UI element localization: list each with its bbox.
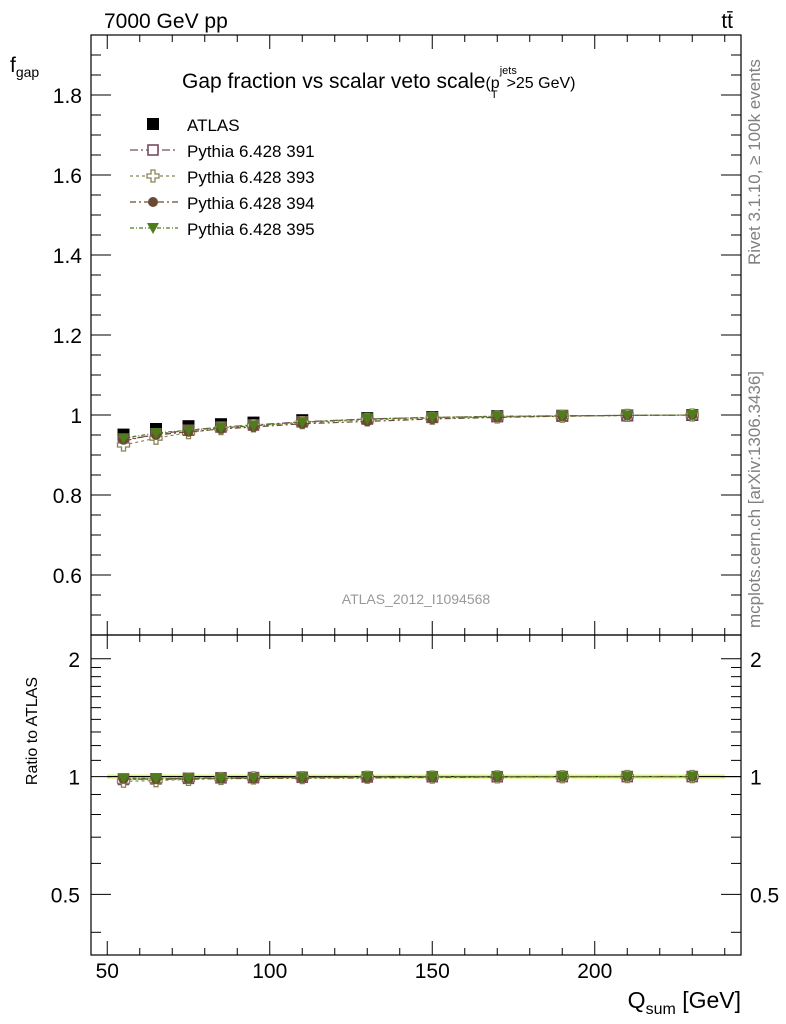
legend: ATLAS Pythia 6.428 391 Pythia 6.428 393 Pyt… bbox=[130, 116, 315, 239]
series-ratio-line bbox=[123, 775, 693, 780]
mc-series bbox=[116, 408, 699, 788]
series-ratio-line bbox=[123, 775, 693, 782]
series-ratio-point bbox=[426, 771, 439, 783]
series-ratio-point bbox=[247, 772, 260, 784]
series-point bbox=[556, 410, 569, 422]
main-ticks bbox=[91, 35, 741, 635]
x-tick-label: 100 bbox=[252, 960, 287, 983]
x-tick-label: 200 bbox=[577, 960, 612, 983]
y-tick-label: 1.6 bbox=[53, 165, 82, 188]
x-tick-label: 150 bbox=[415, 960, 450, 983]
series-line bbox=[123, 414, 693, 441]
y-tick-labels-ratio: 0.5 0.5 1 1 2 2 bbox=[51, 649, 779, 908]
series-point bbox=[686, 410, 699, 421]
y-tick-label-ratio-right: 0.5 bbox=[750, 884, 779, 907]
legend-marker bbox=[148, 197, 158, 207]
y-tick-label: 0.6 bbox=[53, 565, 82, 588]
series-ratio-point bbox=[621, 771, 634, 783]
ratio-panel-frame bbox=[90, 634, 742, 956]
legend-label: Pythia 6.428 394 bbox=[187, 194, 315, 213]
y-tick-label-ratio: 2 bbox=[68, 649, 80, 672]
header-right: tt̄ bbox=[721, 10, 733, 33]
series-point bbox=[215, 422, 227, 434]
analysis-id: ATLAS_2012_I1094568 bbox=[342, 591, 491, 607]
legend-label: Pythia 6.428 391 bbox=[187, 142, 315, 161]
y-tick-label: 1.2 bbox=[53, 325, 82, 348]
y-tick-label-ratio: 0.5 bbox=[51, 884, 80, 907]
y-tick-label: 1.4 bbox=[53, 245, 83, 268]
series-ratio-point bbox=[686, 771, 699, 783]
y-axis-title-ratio: Ratio to ATLAS bbox=[24, 677, 41, 785]
series-ratio-point bbox=[361, 771, 374, 783]
rivet-label: Rivet 3.1.10, ≥ 100k events bbox=[745, 59, 764, 265]
mcplots-label: mcplots.cern.ch [arXiv:1306.3436] bbox=[745, 371, 764, 628]
series-point bbox=[361, 414, 374, 425]
series-point bbox=[117, 433, 130, 445]
series-ratio-point bbox=[491, 771, 504, 783]
legend-label: Pythia 6.428 395 bbox=[187, 220, 315, 239]
y-tick-labels-main: 0.6 0.8 1 1.2 1.4 1.6 1.8 bbox=[53, 85, 83, 588]
series-ratio-point bbox=[296, 772, 309, 784]
series-line bbox=[123, 414, 693, 439]
series-point bbox=[296, 417, 309, 429]
series-ratio-point bbox=[117, 773, 130, 785]
y-tick-label: 0.8 bbox=[53, 485, 82, 508]
series-point bbox=[621, 410, 634, 422]
y-tick-label: 1.8 bbox=[53, 85, 82, 108]
y-tick-label: 1 bbox=[70, 405, 82, 428]
y-tick-label-ratio-right: 1 bbox=[750, 767, 762, 790]
data-series bbox=[117, 409, 699, 441]
legend-marker bbox=[147, 223, 159, 234]
series-point bbox=[491, 411, 504, 423]
series-ratio-point bbox=[556, 771, 569, 783]
series-point bbox=[426, 412, 439, 424]
legend-label: Pythia 6.428 393 bbox=[187, 168, 315, 187]
chart-title: Gap fraction vs scalar veto scale(pjets T… bbox=[182, 65, 576, 101]
series-point bbox=[150, 428, 162, 439]
y-axis-title-main: fgap bbox=[10, 54, 39, 80]
series-ratio-point bbox=[182, 773, 195, 785]
ratio-ticks bbox=[91, 635, 741, 955]
legend-marker bbox=[147, 118, 159, 130]
series-ratio-point bbox=[215, 773, 227, 785]
y-tick-label-ratio: 1 bbox=[68, 767, 80, 790]
series-line bbox=[123, 414, 693, 442]
series-ratio-point bbox=[150, 773, 162, 785]
x-tick-labels: 50 100 150 200 bbox=[96, 960, 613, 983]
y-tick-label-ratio-right: 2 bbox=[750, 649, 762, 672]
x-tick-label: 50 bbox=[96, 960, 119, 983]
legend-marker bbox=[147, 144, 159, 156]
legend-label: ATLAS bbox=[187, 116, 240, 135]
legend-marker bbox=[146, 169, 160, 183]
series-point bbox=[182, 425, 195, 437]
x-axis-title: Qsum [GeV] bbox=[628, 987, 741, 1018]
header-left: 7000 GeV pp bbox=[104, 10, 228, 33]
series-point bbox=[247, 420, 260, 432]
